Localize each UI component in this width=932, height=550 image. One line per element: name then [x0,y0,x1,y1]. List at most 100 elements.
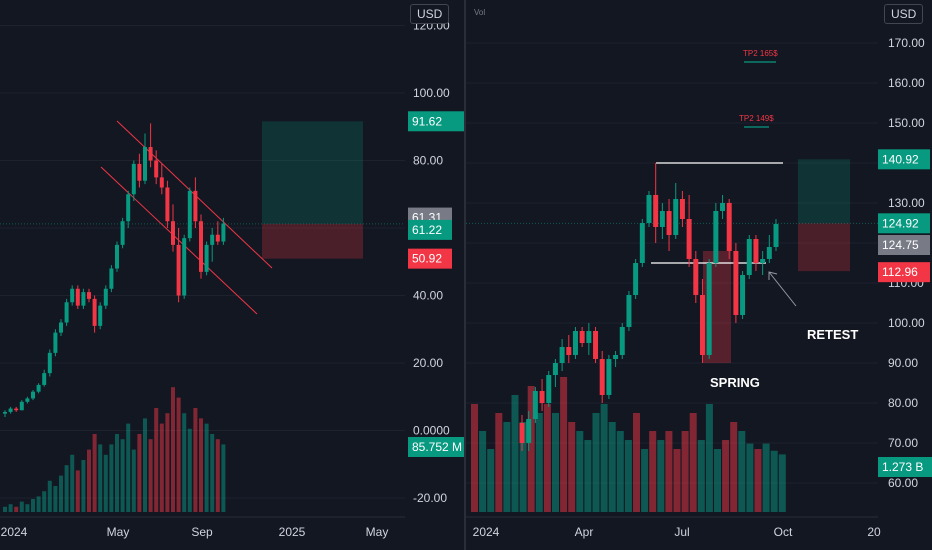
right-currency-button[interactable]: USD [884,4,924,24]
left-candle-body[interactable] [154,160,159,178]
left-chart-canvas[interactable]: -20.000.000020.0040.0060.0080.00100.0012… [0,0,464,550]
right-candle-body[interactable] [746,239,752,275]
right-candle-body[interactable] [532,391,538,419]
right-chart-canvas[interactable]: 60.0070.0080.0090.00100.00110.00120.0013… [466,0,932,550]
left-candle-body[interactable] [70,288,75,303]
right-candle-body[interactable] [686,219,692,259]
right-candle-body[interactable] [539,391,545,403]
left-candle-body[interactable] [98,305,103,326]
right-candle-body[interactable] [720,203,726,211]
left-candle-body[interactable] [215,234,220,242]
right-candle-body[interactable] [586,331,592,343]
left-candle-body[interactable] [187,190,192,239]
left-y-tick-label: 40.00 [413,289,443,303]
right-candle-body[interactable] [726,203,732,251]
right-candle-body[interactable] [572,331,578,355]
retest-arrow-line[interactable] [768,271,797,307]
left-candle-body[interactable] [103,288,108,306]
left-candle-body[interactable] [64,302,69,323]
left-candle-body[interactable] [31,391,35,399]
right-chart-panel[interactable]: 60.0070.0080.0090.00100.00110.00120.0013… [466,0,932,550]
left-currency-button[interactable]: USD [410,4,450,24]
right-candle-body[interactable] [653,195,659,227]
left-candle-body[interactable] [115,244,119,269]
left-candle-body[interactable] [171,221,175,245]
left-candle-body[interactable] [19,401,24,411]
right-candle-body[interactable] [693,259,699,295]
left-candle-body[interactable] [109,268,114,289]
left-candle-body[interactable] [47,352,52,374]
left-profit-zone[interactable] [262,121,363,224]
right-candle-body[interactable] [673,199,679,235]
left-candle-body[interactable] [59,322,63,333]
left-volume-bar [8,504,13,512]
right-candle-body[interactable] [713,211,719,263]
right-candle-body[interactable] [626,295,632,327]
right-candle-body[interactable] [666,211,672,235]
left-candle-body[interactable] [193,190,198,222]
right-x-tick-label: Apr [575,525,594,539]
left-candle-body[interactable] [92,298,97,326]
left-volume-bar [98,444,103,512]
right-candle-body[interactable] [599,359,605,395]
right-candle-body[interactable] [613,355,619,359]
left-candle-body[interactable] [210,234,215,245]
right-price-badge: 124.75 [882,238,919,252]
right-candle-body[interactable] [679,199,685,219]
left-candle-body[interactable] [3,411,7,414]
right-candle-body[interactable] [646,195,652,223]
right-candle-body[interactable] [740,275,746,315]
right-candle-body[interactable] [579,331,585,343]
right-candle-body[interactable] [639,223,645,263]
left-price-badge-bg [408,437,464,457]
left-x-tick-label: 2024 [1,525,28,539]
right-candle-body[interactable] [593,331,599,359]
right-loss-zone[interactable] [798,223,850,272]
right-candle-body[interactable] [559,347,565,363]
left-candle-body[interactable] [148,147,153,161]
right-candle-body[interactable] [619,327,625,355]
right-candle-body[interactable] [659,211,665,227]
left-candle-body[interactable] [204,244,209,272]
left-candle-body[interactable] [81,292,86,306]
left-candle-body[interactable] [42,373,47,385]
left-candle-body[interactable] [8,408,13,412]
panel-divider[interactable] [464,0,466,550]
left-candle-body[interactable] [14,408,19,411]
left-candle-body[interactable] [159,177,164,188]
left-candle-body[interactable] [87,292,91,299]
left-candle-body[interactable] [182,238,187,296]
left-candle-body[interactable] [176,244,181,296]
right-candle-body[interactable] [546,375,552,403]
right-candle-body[interactable] [760,259,766,263]
right-candle-body[interactable] [699,295,705,355]
right-candle-body[interactable] [706,263,712,355]
right-candle-body[interactable] [766,247,772,259]
left-candle-body[interactable] [137,163,142,181]
left-candle-body[interactable] [36,384,41,392]
left-candle-body[interactable] [75,288,80,306]
left-candle-body[interactable] [221,223,226,242]
left-candle-body[interactable] [143,147,147,181]
left-candle-body[interactable] [126,194,131,222]
right-candle-body[interactable] [526,419,532,443]
left-candle-body[interactable] [53,332,58,353]
right-candle-body[interactable] [519,423,525,443]
left-candle-body[interactable] [25,398,30,402]
right-candle-body[interactable] [773,224,779,247]
right-candle-body[interactable] [552,363,558,375]
left-candle-body[interactable] [131,163,136,195]
left-chart-panel[interactable]: -20.000.000020.0040.0060.0080.00100.0012… [0,0,464,550]
left-candle-body[interactable] [199,221,203,272]
right-volume-bar [689,413,697,512]
right-volume-bar [762,443,770,512]
right-candle-body[interactable] [633,263,639,295]
left-loss-zone[interactable] [262,223,363,259]
right-profit-zone[interactable] [798,159,850,224]
left-candle-body[interactable] [165,187,170,222]
right-candle-body[interactable] [606,359,612,395]
right-candle-body[interactable] [753,239,759,263]
left-candle-body[interactable] [120,221,125,245]
right-candle-body[interactable] [733,251,739,315]
right-candle-body[interactable] [566,347,572,355]
